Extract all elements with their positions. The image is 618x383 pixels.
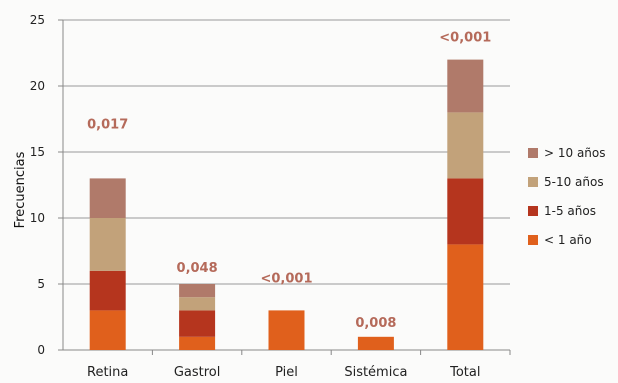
bar-segment-retina-series-2 <box>89 218 126 271</box>
x-tick-label: Gastrol <box>174 365 221 380</box>
y-tick-label: 0 <box>37 343 45 357</box>
bar-segment-gastrol-series-2 <box>179 297 216 311</box>
legend-swatch <box>528 177 538 187</box>
y-tick-label: 20 <box>30 79 45 93</box>
y-tick-label: 5 <box>37 277 45 291</box>
y-axis-label: Frecuencias <box>13 151 28 228</box>
bar-segment-total-series-1 <box>447 178 484 245</box>
y-tick-label: 15 <box>30 145 45 159</box>
legend-label: 1-5 años <box>544 204 596 218</box>
p-value-annotations: 0,017 0,048 <0,001 0,008 <0,001 <box>87 31 491 331</box>
bar-segment-retina-series-3 <box>89 178 126 218</box>
bar-segment-total-series-3 <box>447 59 484 113</box>
bar-segment-retina-series-0 <box>89 310 126 350</box>
p-value-label: 0,008 <box>355 316 396 331</box>
bars <box>89 59 484 350</box>
bar-segment-gastrol-series-1 <box>179 310 216 337</box>
x-tick-label: Retina <box>87 365 128 380</box>
p-value-label: <0,001 <box>439 31 491 46</box>
bar-segment-retina-series-1 <box>89 270 126 311</box>
y-tick-label: 25 <box>30 13 45 27</box>
legend-swatch <box>528 235 538 245</box>
legend-label: 5-10 años <box>544 175 604 189</box>
x-tick-label: Sistémica <box>344 365 407 380</box>
legend-label: < 1 año <box>544 233 592 247</box>
bar-segment-total-series-0 <box>447 244 484 350</box>
p-value-label: 0,048 <box>177 261 218 276</box>
bar-segment-gastrol-series-0 <box>179 336 216 350</box>
x-tick-label: Piel <box>275 365 298 380</box>
bar-segment-gastrol-series-3 <box>179 284 216 298</box>
legend-label: > 10 años <box>544 146 606 160</box>
bar-segment-total-series-2 <box>447 112 484 179</box>
p-value-label: <0,001 <box>260 271 312 286</box>
gridlines <box>58 19 510 351</box>
bar-segment-sistémica-series-0 <box>357 336 394 350</box>
legend-swatch <box>528 148 538 158</box>
bar-segment-piel-series-0 <box>268 310 305 350</box>
y-tick-label: 10 <box>30 211 45 225</box>
legend: > 10 años 5-10 años 1-5 años < 1 año <box>528 146 606 247</box>
p-value-label: 0,017 <box>87 117 128 132</box>
x-tick-labels: Retina Gastrol Piel Sistémica Total <box>87 350 511 380</box>
legend-swatch <box>528 206 538 216</box>
y-tick-labels: 0 5 10 15 20 25 <box>30 13 45 357</box>
x-tick-label: Total <box>449 365 480 380</box>
